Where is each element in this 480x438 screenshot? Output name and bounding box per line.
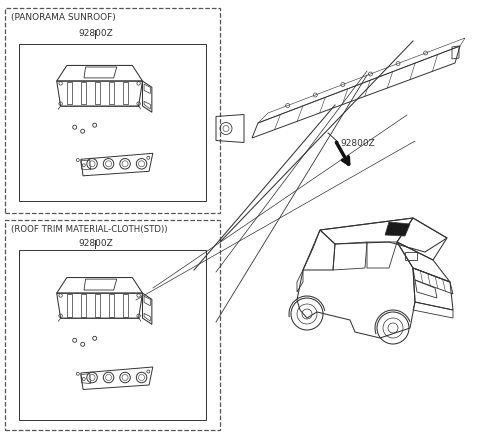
- Bar: [19, 45, 206, 201]
- Polygon shape: [385, 223, 410, 237]
- Text: (PANORAMA SUNROOF): (PANORAMA SUNROOF): [11, 13, 116, 22]
- Text: (ROOF TRIM MATERIAL-CLOTH(STD)): (ROOF TRIM MATERIAL-CLOTH(STD)): [11, 225, 168, 233]
- Text: 92800Z: 92800Z: [78, 29, 113, 38]
- Text: 92800Z: 92800Z: [340, 139, 375, 148]
- Bar: [5, 9, 220, 213]
- Bar: [19, 251, 206, 420]
- Text: 92800Z: 92800Z: [78, 238, 113, 247]
- Bar: [5, 220, 220, 430]
